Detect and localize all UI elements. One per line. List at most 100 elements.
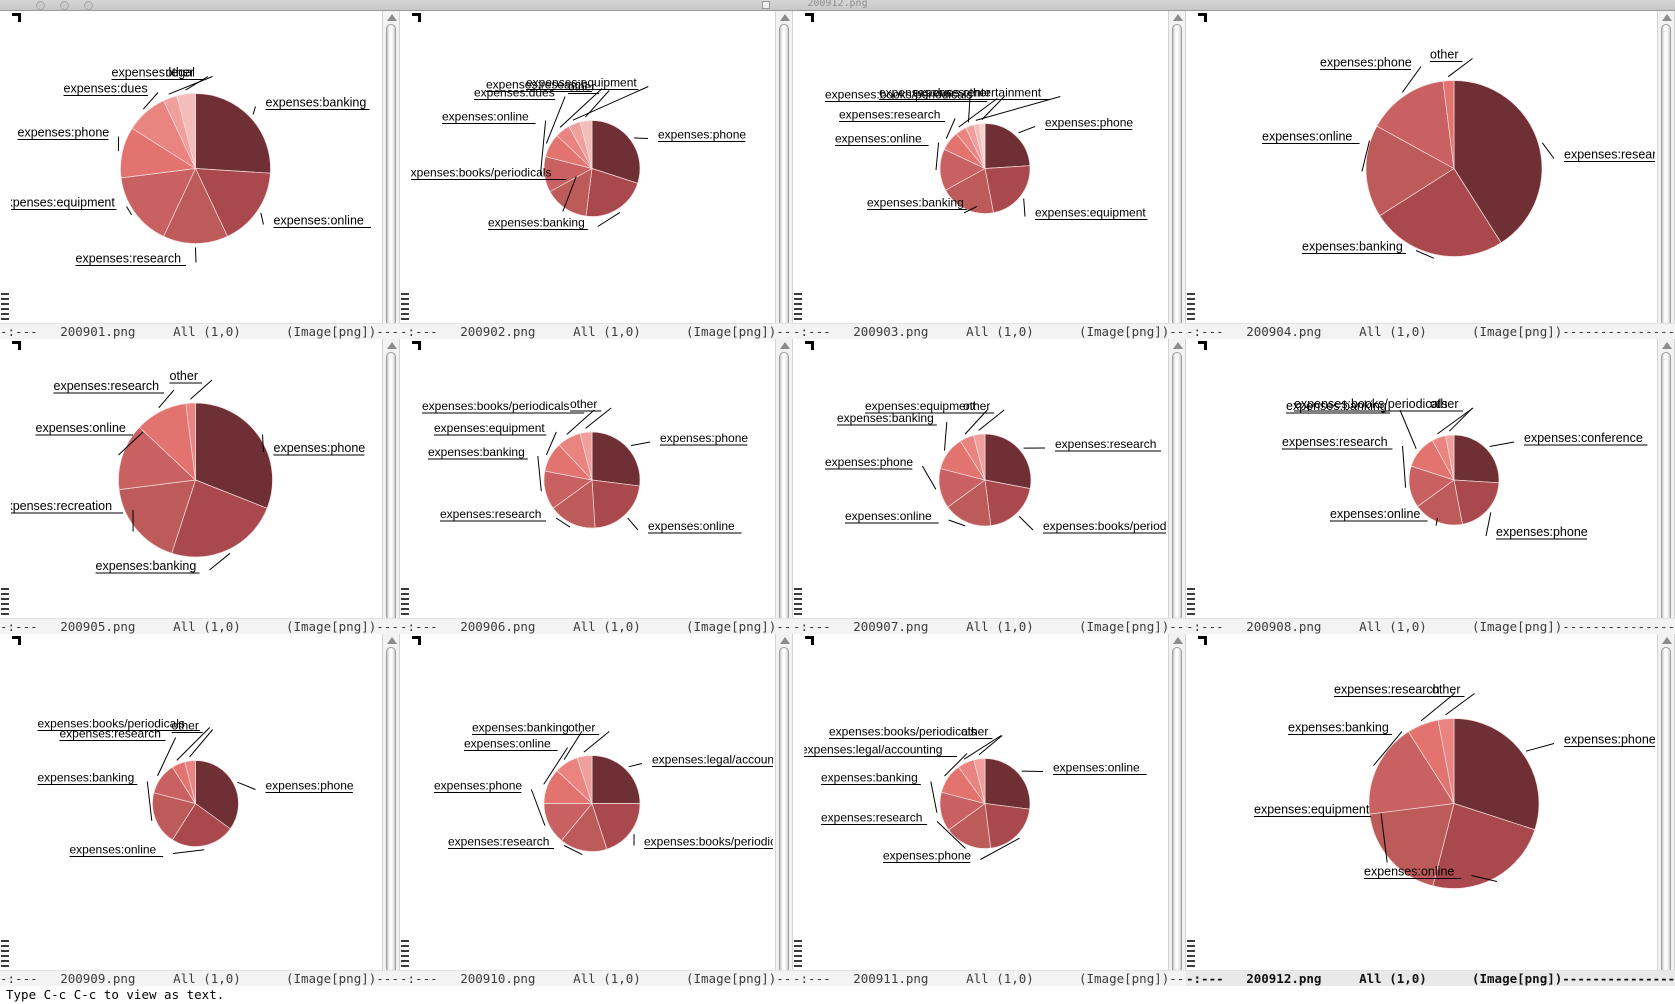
label-leader-line bbox=[945, 118, 956, 139]
pie-slice bbox=[185, 402, 196, 481]
label-leader-line bbox=[1435, 517, 1438, 526]
left-fringe bbox=[400, 634, 411, 986]
scrollbar-thumb[interactable] bbox=[779, 647, 789, 973]
fringe-continuation-dash bbox=[794, 593, 802, 595]
fringe-continuation-dash bbox=[1, 613, 9, 615]
scrollbar-thumb[interactable] bbox=[1661, 352, 1671, 621]
label-leader-line bbox=[173, 849, 205, 854]
image-window-200909[interactable]: expenses:phone expenses:online expenses:ba… bbox=[0, 634, 400, 986]
pie-chart-200910: expenses:legal/accounting expenses:books/… bbox=[411, 634, 773, 969]
scroll-up-arrow-icon[interactable] bbox=[1662, 13, 1672, 22]
pie-slice bbox=[1365, 125, 1455, 217]
vertical-scrollbar[interactable] bbox=[775, 634, 793, 986]
pie-chart-200912: expenses:phone expenses:online expenses:eq… bbox=[1197, 634, 1655, 969]
fringe-continuation-dash bbox=[1, 945, 9, 947]
mode-line-200909: -:--- 200909.png All (1,0) (Image[png])-… bbox=[0, 970, 400, 986]
vertical-scrollbar[interactable] bbox=[1657, 634, 1675, 986]
fringe-continuation-dash bbox=[1, 965, 9, 967]
fringe-continuation-dash bbox=[1, 940, 9, 942]
image-window-200908[interactable]: expenses:conference expenses:phone expense… bbox=[1186, 339, 1675, 634]
vertical-scrollbar[interactable] bbox=[382, 11, 400, 339]
pie-slice-label: expenses:phone bbox=[883, 849, 971, 863]
scroll-up-arrow-icon[interactable] bbox=[1173, 13, 1183, 22]
pie-slice-label: expenses:phone bbox=[1320, 56, 1412, 70]
fringe-continuation-dash bbox=[794, 608, 802, 610]
vertical-scrollbar[interactable] bbox=[1657, 339, 1675, 634]
scroll-up-arrow-icon[interactable] bbox=[387, 13, 397, 22]
vertical-scrollbar[interactable] bbox=[775, 11, 793, 339]
image-window-200910[interactable]: expenses:legal/accounting expenses:books/… bbox=[400, 634, 793, 986]
image-window-200907[interactable]: expenses:research expenses:books/periodic… bbox=[793, 339, 1186, 634]
fringe-continuation-dash bbox=[794, 598, 802, 600]
fringe-continuation-dash bbox=[794, 303, 802, 305]
image-corner-marker bbox=[12, 13, 21, 22]
vertical-scrollbar[interactable] bbox=[382, 634, 400, 986]
scroll-up-arrow-icon[interactable] bbox=[1173, 341, 1183, 350]
scrollbar-thumb[interactable] bbox=[386, 352, 396, 621]
fringe-continuation-dash bbox=[1187, 303, 1195, 305]
image-corner-marker bbox=[1198, 636, 1207, 645]
left-fringe bbox=[0, 11, 11, 339]
scrollbar-thumb[interactable] bbox=[1661, 647, 1671, 973]
fringe-continuation-dash bbox=[1187, 313, 1195, 315]
fringe-continuation-dash bbox=[401, 298, 409, 300]
fringe-continuation-dash bbox=[1187, 318, 1195, 320]
scrollbar-thumb[interactable] bbox=[1172, 647, 1182, 973]
pie-slice-label: expenses:banking bbox=[821, 771, 918, 785]
scroll-up-arrow-icon[interactable] bbox=[1662, 636, 1672, 645]
scroll-up-arrow-icon[interactable] bbox=[387, 341, 397, 350]
image-window-200912[interactable]: expenses:phone expenses:online expenses:eq… bbox=[1186, 634, 1675, 986]
vertical-scrollbar[interactable] bbox=[1168, 634, 1186, 986]
pie-chart-200911: expenses:online expenses:phone expenses:re… bbox=[804, 634, 1166, 969]
close-button[interactable] bbox=[36, 1, 45, 10]
pie-slice-label: expenses:equipment bbox=[434, 421, 545, 435]
minimize-button[interactable] bbox=[60, 1, 69, 10]
vertical-scrollbar[interactable] bbox=[1168, 339, 1186, 634]
fringe-continuation-dash bbox=[401, 293, 409, 295]
fringe-continuation-dash bbox=[1187, 960, 1195, 962]
vertical-scrollbar[interactable] bbox=[1657, 11, 1675, 339]
pie-slice bbox=[184, 760, 196, 804]
scroll-up-arrow-icon[interactable] bbox=[780, 636, 790, 645]
fringe-continuation-dash bbox=[794, 293, 802, 295]
image-window-200911[interactable]: expenses:online expenses:phone expenses:re… bbox=[793, 634, 1186, 986]
label-leader-line bbox=[978, 735, 1003, 756]
image-window-200905[interactable]: expenses:phone expenses:banking expenses:r… bbox=[0, 339, 400, 634]
scrollbar-thumb[interactable] bbox=[1172, 24, 1182, 326]
pie-slice bbox=[176, 93, 196, 169]
pie-slice-label: expenses:banking bbox=[266, 96, 367, 110]
scroll-up-arrow-icon[interactable] bbox=[780, 341, 790, 350]
fringe-continuation-dash bbox=[1187, 293, 1195, 295]
pie-slice bbox=[576, 755, 593, 804]
image-window-200903[interactable]: expenses:phone expenses:equipment expenses… bbox=[793, 11, 1186, 339]
label-leader-line bbox=[948, 519, 966, 527]
scrollbar-thumb[interactable] bbox=[779, 352, 789, 621]
scroll-up-arrow-icon[interactable] bbox=[780, 13, 790, 22]
pie-chart-200903: expenses:phone expenses:equipment expenses… bbox=[804, 11, 1166, 322]
pie-slice-label: expenses:books/periodicals bbox=[829, 725, 976, 739]
image-window-200904[interactable]: expenses:research expenses:banking expense… bbox=[1186, 11, 1675, 339]
label-leader-line bbox=[168, 76, 213, 95]
scroll-up-arrow-icon[interactable] bbox=[1173, 636, 1183, 645]
pie-slice-label: other bbox=[568, 80, 595, 94]
vertical-scrollbar[interactable] bbox=[1168, 11, 1186, 339]
scrollbar-thumb[interactable] bbox=[1172, 352, 1182, 621]
left-fringe bbox=[793, 339, 804, 634]
pie-slice-label: other bbox=[170, 369, 199, 383]
scrollbar-thumb[interactable] bbox=[386, 647, 396, 973]
mode-line-200905: -:--- 200905.png All (1,0) (Image[png])-… bbox=[0, 618, 400, 634]
scrollbar-thumb[interactable] bbox=[779, 24, 789, 326]
pie-chart-200901: expenses:banking expenses:online expenses:… bbox=[11, 11, 380, 322]
image-window-200902[interactable]: expenses:phone expenses:banking expenses:b… bbox=[400, 11, 793, 339]
scrollbar-thumb[interactable] bbox=[386, 24, 396, 326]
scroll-up-arrow-icon[interactable] bbox=[1662, 341, 1672, 350]
scroll-up-arrow-icon[interactable] bbox=[387, 636, 397, 645]
scrollbar-thumb[interactable] bbox=[1661, 24, 1671, 326]
fringe-continuation-dash bbox=[401, 308, 409, 310]
label-leader-line bbox=[627, 517, 639, 531]
image-window-200906[interactable]: expenses:phone expenses:online expenses:re… bbox=[400, 339, 793, 634]
zoom-button[interactable] bbox=[84, 1, 93, 10]
vertical-scrollbar[interactable] bbox=[382, 339, 400, 634]
vertical-scrollbar[interactable] bbox=[775, 339, 793, 634]
image-window-200901[interactable]: expenses:banking expenses:online expenses:… bbox=[0, 11, 400, 339]
